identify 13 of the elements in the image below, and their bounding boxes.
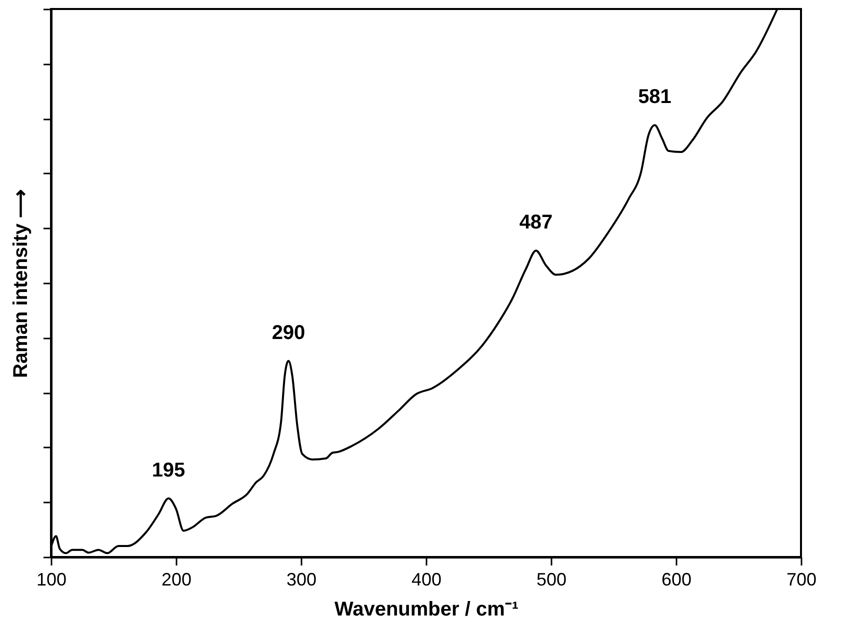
x-tick-label: 300 (286, 570, 317, 590)
annotation: 290 (272, 322, 306, 344)
annotation: 195 (152, 459, 186, 482)
x-axis-title: Wavenumber / cm⁻¹ (334, 598, 519, 620)
x-tick-label: 500 (536, 570, 567, 590)
x-tick-label: 700 (786, 570, 817, 590)
x-tick-label: 100 (36, 570, 67, 590)
x-tick-label: 200 (161, 570, 192, 590)
x-tick-label: 600 (661, 570, 692, 590)
annotation: 581 (638, 86, 672, 108)
annotation: 487 (519, 212, 553, 234)
x-tick-label: 400 (411, 570, 442, 590)
y-axis-title: Raman intensity ⟶ (10, 188, 32, 378)
